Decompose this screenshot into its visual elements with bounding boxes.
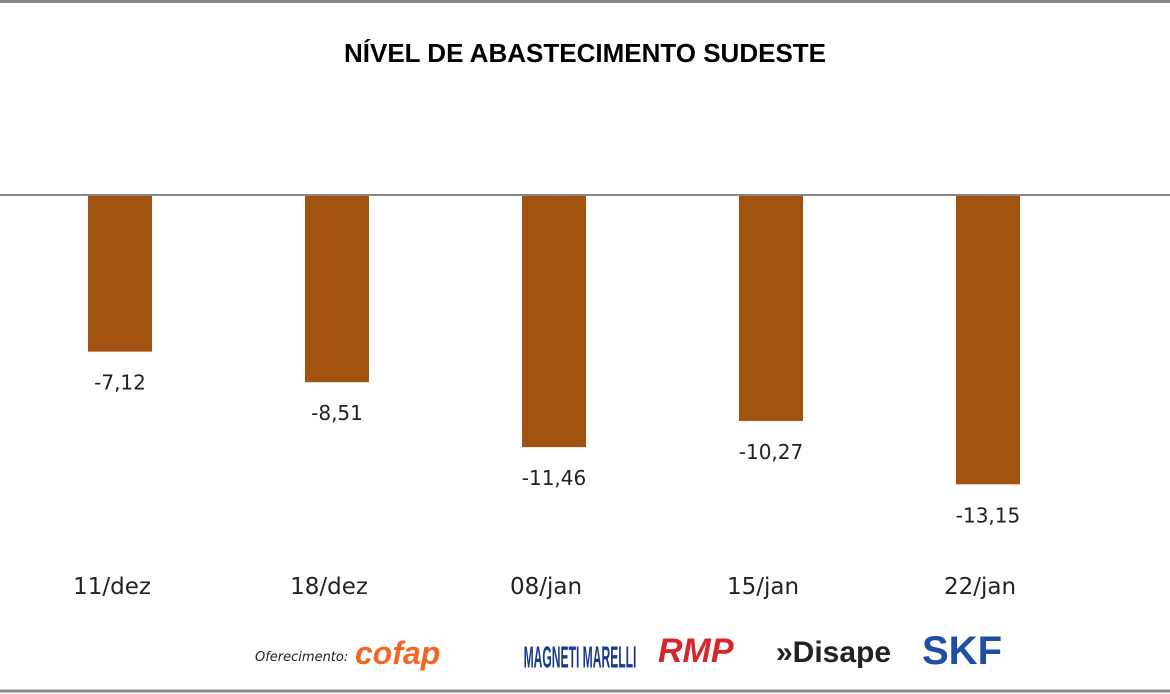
bar [305,195,369,383]
x-tick-label: 11/dez [73,574,151,600]
sponsor-logo: MAGNETI MARELLI [524,640,637,674]
sponsor-logo: RMP [658,632,734,670]
x-tick-label: 08/jan [510,574,582,600]
sponsor-logo: cofap [355,635,440,671]
bar [522,195,586,448]
chart-title: NÍVEL DE ABASTECIMENTO SUDESTE [344,38,826,68]
value-label: -13,15 [956,503,1020,527]
plot: 11/dez -7,12 18/dez -8,51 08/jan -11,46 15/jan… [73,195,1020,600]
bar [956,195,1020,485]
value-label: -7,12 [94,371,146,395]
value-label: -10,27 [739,440,803,464]
bar [88,195,152,352]
sponsor-logo: SKF [922,629,1002,673]
value-label: -11,46 [522,466,586,490]
value-label: -8,51 [311,401,363,425]
x-tick-label: 15/jan [727,574,799,600]
x-tick-label: 18/dez [290,574,368,600]
bar [739,195,803,421]
sponsor-logo: »Disape [776,636,891,669]
x-tick-label: 22/jan [944,574,1016,600]
sponsor-label: Oferecimento: [255,650,348,665]
